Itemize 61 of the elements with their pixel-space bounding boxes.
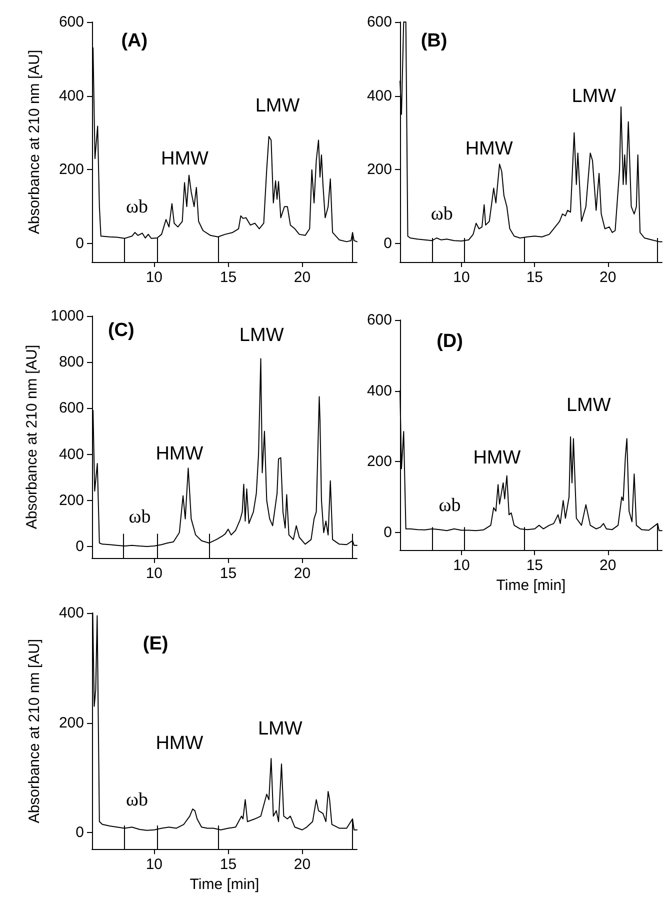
y-axis-title: Absorbance at 210 nm [AU]: [26, 638, 43, 824]
annotation: ωb: [438, 495, 461, 516]
x-tick-label: 20: [600, 557, 616, 574]
y-tick-label: 0: [76, 538, 84, 555]
x-tick-label: 15: [526, 557, 544, 574]
annotation: ωb: [430, 204, 453, 224]
x-tick-label: 20: [294, 856, 311, 874]
y-tick-label: 400: [58, 604, 84, 622]
y-axis-title: Absorbance at 210 nm [AU]: [24, 344, 41, 530]
y-tick-label: 200: [58, 492, 84, 509]
x-tick-label: 10: [146, 269, 163, 286]
y-tick-label: 0: [76, 824, 84, 842]
annotation: LMW: [258, 718, 302, 740]
y-tick-label: 400: [366, 87, 392, 104]
x-tick-label: 10: [453, 557, 470, 574]
x-tick-label: 10: [146, 565, 163, 582]
y-tick-label: 0: [76, 235, 84, 252]
y-tick-label: 0: [384, 235, 392, 252]
annotation: ωb: [126, 196, 148, 218]
x-tick-label: 15: [220, 565, 237, 582]
x-tick-label: 10: [453, 269, 470, 286]
y-tick-label: 0: [384, 524, 392, 541]
x-tick-label: 10: [146, 856, 163, 874]
annotation: HMW: [156, 443, 204, 464]
annotation: (E): [142, 633, 168, 654]
annotation: HMW: [156, 732, 204, 754]
y-tick-label: 600: [58, 14, 84, 30]
y-tick-label: 400: [58, 87, 84, 104]
annotation: HMW: [465, 138, 513, 160]
x-tick-label: 20: [294, 565, 311, 582]
x-axis-title: Time [min]: [496, 577, 566, 594]
annotation: LMW: [572, 86, 616, 107]
annotation: (C): [108, 320, 134, 342]
x-tick-label: 15: [526, 269, 544, 286]
y-tick-label: 400: [366, 382, 392, 400]
y-tick-label: 800: [58, 354, 84, 371]
y-tick-label: 200: [58, 161, 84, 178]
annotation: (B): [420, 30, 448, 52]
x-tick-label: 20: [294, 269, 311, 286]
annotation: (A): [121, 30, 148, 52]
y-tick-label: 600: [58, 400, 84, 417]
annotation: LMW: [255, 96, 300, 116]
annotation: LMW: [566, 395, 611, 416]
x-tick-label: 20: [600, 269, 616, 286]
y-tick-label: 200: [366, 453, 392, 470]
y-tick-label: 1000: [50, 308, 84, 324]
y-tick-label: 200: [58, 714, 84, 732]
y-tick-label: 600: [366, 312, 392, 328]
y-tick-label: 200: [366, 161, 392, 178]
annotation: LMW: [239, 324, 284, 346]
annotation: ωb: [126, 790, 148, 811]
annotation: HMW: [473, 448, 521, 469]
x-axis-title: Time [min]: [190, 876, 260, 893]
x-tick-label: 15: [220, 856, 237, 874]
x-tick-label: 15: [220, 269, 237, 286]
y-axis-title: Absorbance at 210 nm [AU]: [26, 50, 43, 234]
y-tick-label: 400: [58, 446, 84, 463]
annotation: (D): [436, 330, 463, 352]
y-tick-label: 600: [366, 14, 392, 30]
annotation: ωb: [128, 506, 151, 528]
annotation: HMW: [161, 148, 209, 170]
